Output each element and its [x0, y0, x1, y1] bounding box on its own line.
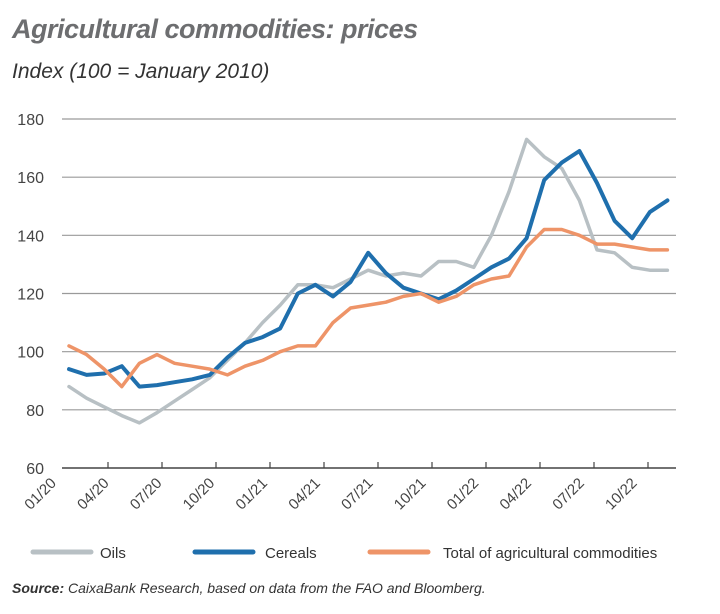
- legend-label: Cereals: [265, 545, 317, 562]
- x-tick-label: 07/22: [549, 475, 588, 514]
- source-label: Source:: [12, 580, 65, 596]
- y-tick-label: 140: [17, 228, 44, 245]
- x-tick-label: 04/20: [74, 475, 113, 514]
- x-tick-label: 10/20: [180, 475, 219, 514]
- source-text: CaixaBank Research, based on data from t…: [64, 580, 486, 596]
- x-tick-label: 07/20: [127, 475, 166, 514]
- chart-title: Agricultural commodities: prices: [12, 14, 418, 44]
- legend-label: Total of agricultural commodities: [443, 545, 657, 562]
- x-tick-label: 04/22: [496, 475, 535, 514]
- series-line-total: [67, 227, 670, 389]
- x-tick-label: 07/21: [338, 475, 377, 514]
- y-tick-label: 120: [17, 287, 44, 304]
- x-tick-label: 01/22: [444, 475, 483, 514]
- x-tick-label: 01/20: [21, 475, 60, 514]
- x-tick-label: 10/21: [391, 475, 430, 514]
- y-tick-label: 160: [17, 170, 44, 187]
- x-tick-label: 01/21: [232, 475, 271, 514]
- source-note: Source: CaixaBank Research, based on dat…: [12, 580, 486, 596]
- legend-label: Oils: [100, 545, 126, 562]
- y-tick-label: 100: [17, 345, 44, 362]
- chart-subtitle: Index (100 = January 2010): [12, 60, 270, 83]
- x-tick-label: 10/22: [602, 475, 641, 514]
- series-line-oils: [67, 137, 670, 425]
- y-tick-label: 80: [26, 403, 44, 420]
- y-tick-label: 60: [26, 461, 44, 478]
- x-tick-label: 04/21: [285, 475, 324, 514]
- series-line-cereals: [67, 149, 670, 389]
- y-tick-label: 180: [17, 112, 44, 129]
